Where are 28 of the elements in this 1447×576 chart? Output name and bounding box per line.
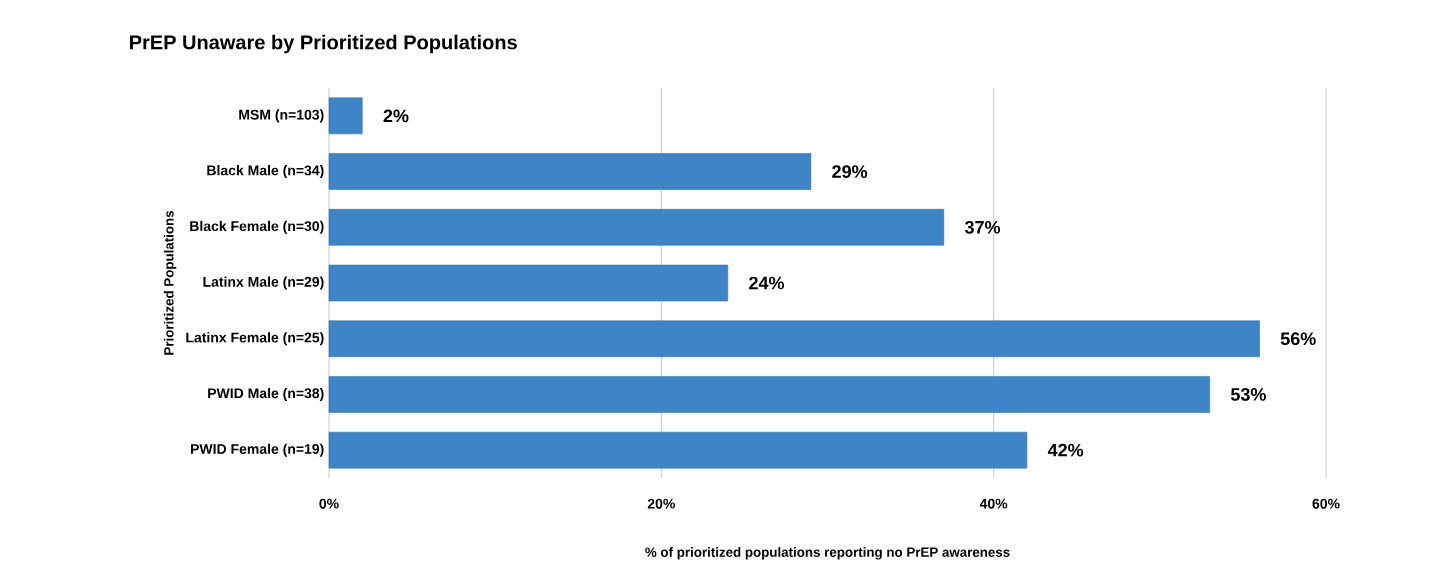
data-label: 53% bbox=[1230, 388, 1266, 401]
x-tick-label: 20% bbox=[647, 498, 675, 509]
bar bbox=[328, 376, 1210, 413]
y-axis-title: Prioritized Populations bbox=[163, 210, 177, 355]
data-label: 2% bbox=[383, 109, 409, 123]
bar bbox=[328, 431, 1028, 469]
y-tick-label: Latinx Male (n=29) bbox=[203, 276, 324, 290]
data-label: 56% bbox=[1280, 332, 1316, 346]
bar bbox=[328, 320, 1260, 357]
data-label: 42% bbox=[1047, 443, 1084, 457]
bar bbox=[328, 264, 729, 302]
chart-title: PrEP Unaware by Prioritized Populations bbox=[130, 34, 517, 54]
x-tick-label: 40% bbox=[979, 498, 1008, 509]
bar bbox=[328, 153, 812, 190]
bar bbox=[328, 209, 945, 246]
y-tick-label: Black Female (n=30) bbox=[190, 220, 324, 234]
y-tick-label: MSM (n=103) bbox=[239, 109, 324, 123]
bar bbox=[328, 97, 363, 135]
x-tick-label: 60% bbox=[1312, 498, 1340, 509]
y-tick-label: Black Male (n=34) bbox=[207, 165, 324, 179]
x-tick-label: 0% bbox=[319, 498, 339, 509]
data-label: 24% bbox=[749, 276, 785, 290]
data-label: 29% bbox=[832, 165, 868, 178]
data-label: 37% bbox=[964, 220, 1001, 234]
y-tick-label: PWID Female (n=19) bbox=[191, 443, 324, 457]
y-tick-label: PWID Male (n=38) bbox=[208, 387, 324, 401]
y-tick-label: Latinx Female (n=25) bbox=[186, 332, 324, 346]
x-axis-title: % of prioritized populations reporting no PrEP awareness bbox=[645, 547, 1010, 560]
